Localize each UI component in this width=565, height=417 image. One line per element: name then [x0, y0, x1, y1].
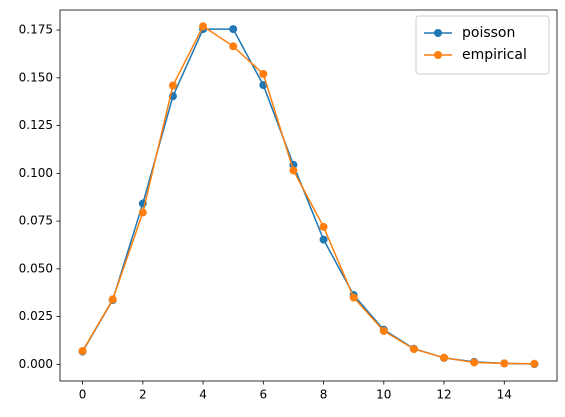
legend-box	[415, 15, 550, 75]
point	[229, 25, 238, 34]
point	[379, 326, 388, 335]
legend-label: empirical	[462, 47, 527, 63]
point	[138, 208, 147, 217]
x-tick-label: 4	[199, 388, 207, 402]
point	[259, 69, 268, 78]
point	[440, 353, 449, 362]
x-tick-label: 10	[376, 388, 391, 402]
series-line	[81, 28, 535, 365]
point	[319, 222, 328, 231]
plot-area	[59, 9, 558, 382]
x-tick-label: 8	[320, 388, 328, 402]
point	[530, 359, 539, 368]
point	[78, 347, 87, 356]
point	[500, 359, 509, 368]
y-tick-label: 0.175	[19, 23, 53, 37]
y-tick-label: 0.125	[19, 118, 53, 132]
x-tick-label: 14	[497, 388, 512, 402]
point	[199, 22, 208, 31]
legend-label: poisson	[462, 25, 515, 41]
x-tick-label: 6	[259, 388, 267, 402]
y-tick-label: 0.100	[19, 166, 53, 180]
point	[409, 345, 418, 354]
legend-marker	[434, 51, 442, 59]
point	[289, 166, 298, 175]
point	[229, 42, 238, 51]
series-line	[81, 25, 535, 365]
legend-marker	[434, 29, 442, 37]
y-tick-label: 0.150	[19, 70, 53, 84]
point	[319, 235, 328, 244]
y-tick-label: 0.025	[19, 309, 53, 323]
y-tick-label: 0.050	[19, 261, 53, 275]
x-tick-label: 0	[79, 388, 87, 402]
point	[108, 295, 117, 304]
x-tick-label: 12	[436, 388, 451, 402]
point	[259, 81, 268, 90]
point	[470, 358, 479, 367]
point	[168, 81, 177, 90]
y-tick-label: 0.075	[19, 214, 53, 228]
point	[349, 293, 358, 302]
y-tick-label: 0.000	[19, 357, 53, 371]
x-tick-label: 2	[139, 388, 147, 402]
